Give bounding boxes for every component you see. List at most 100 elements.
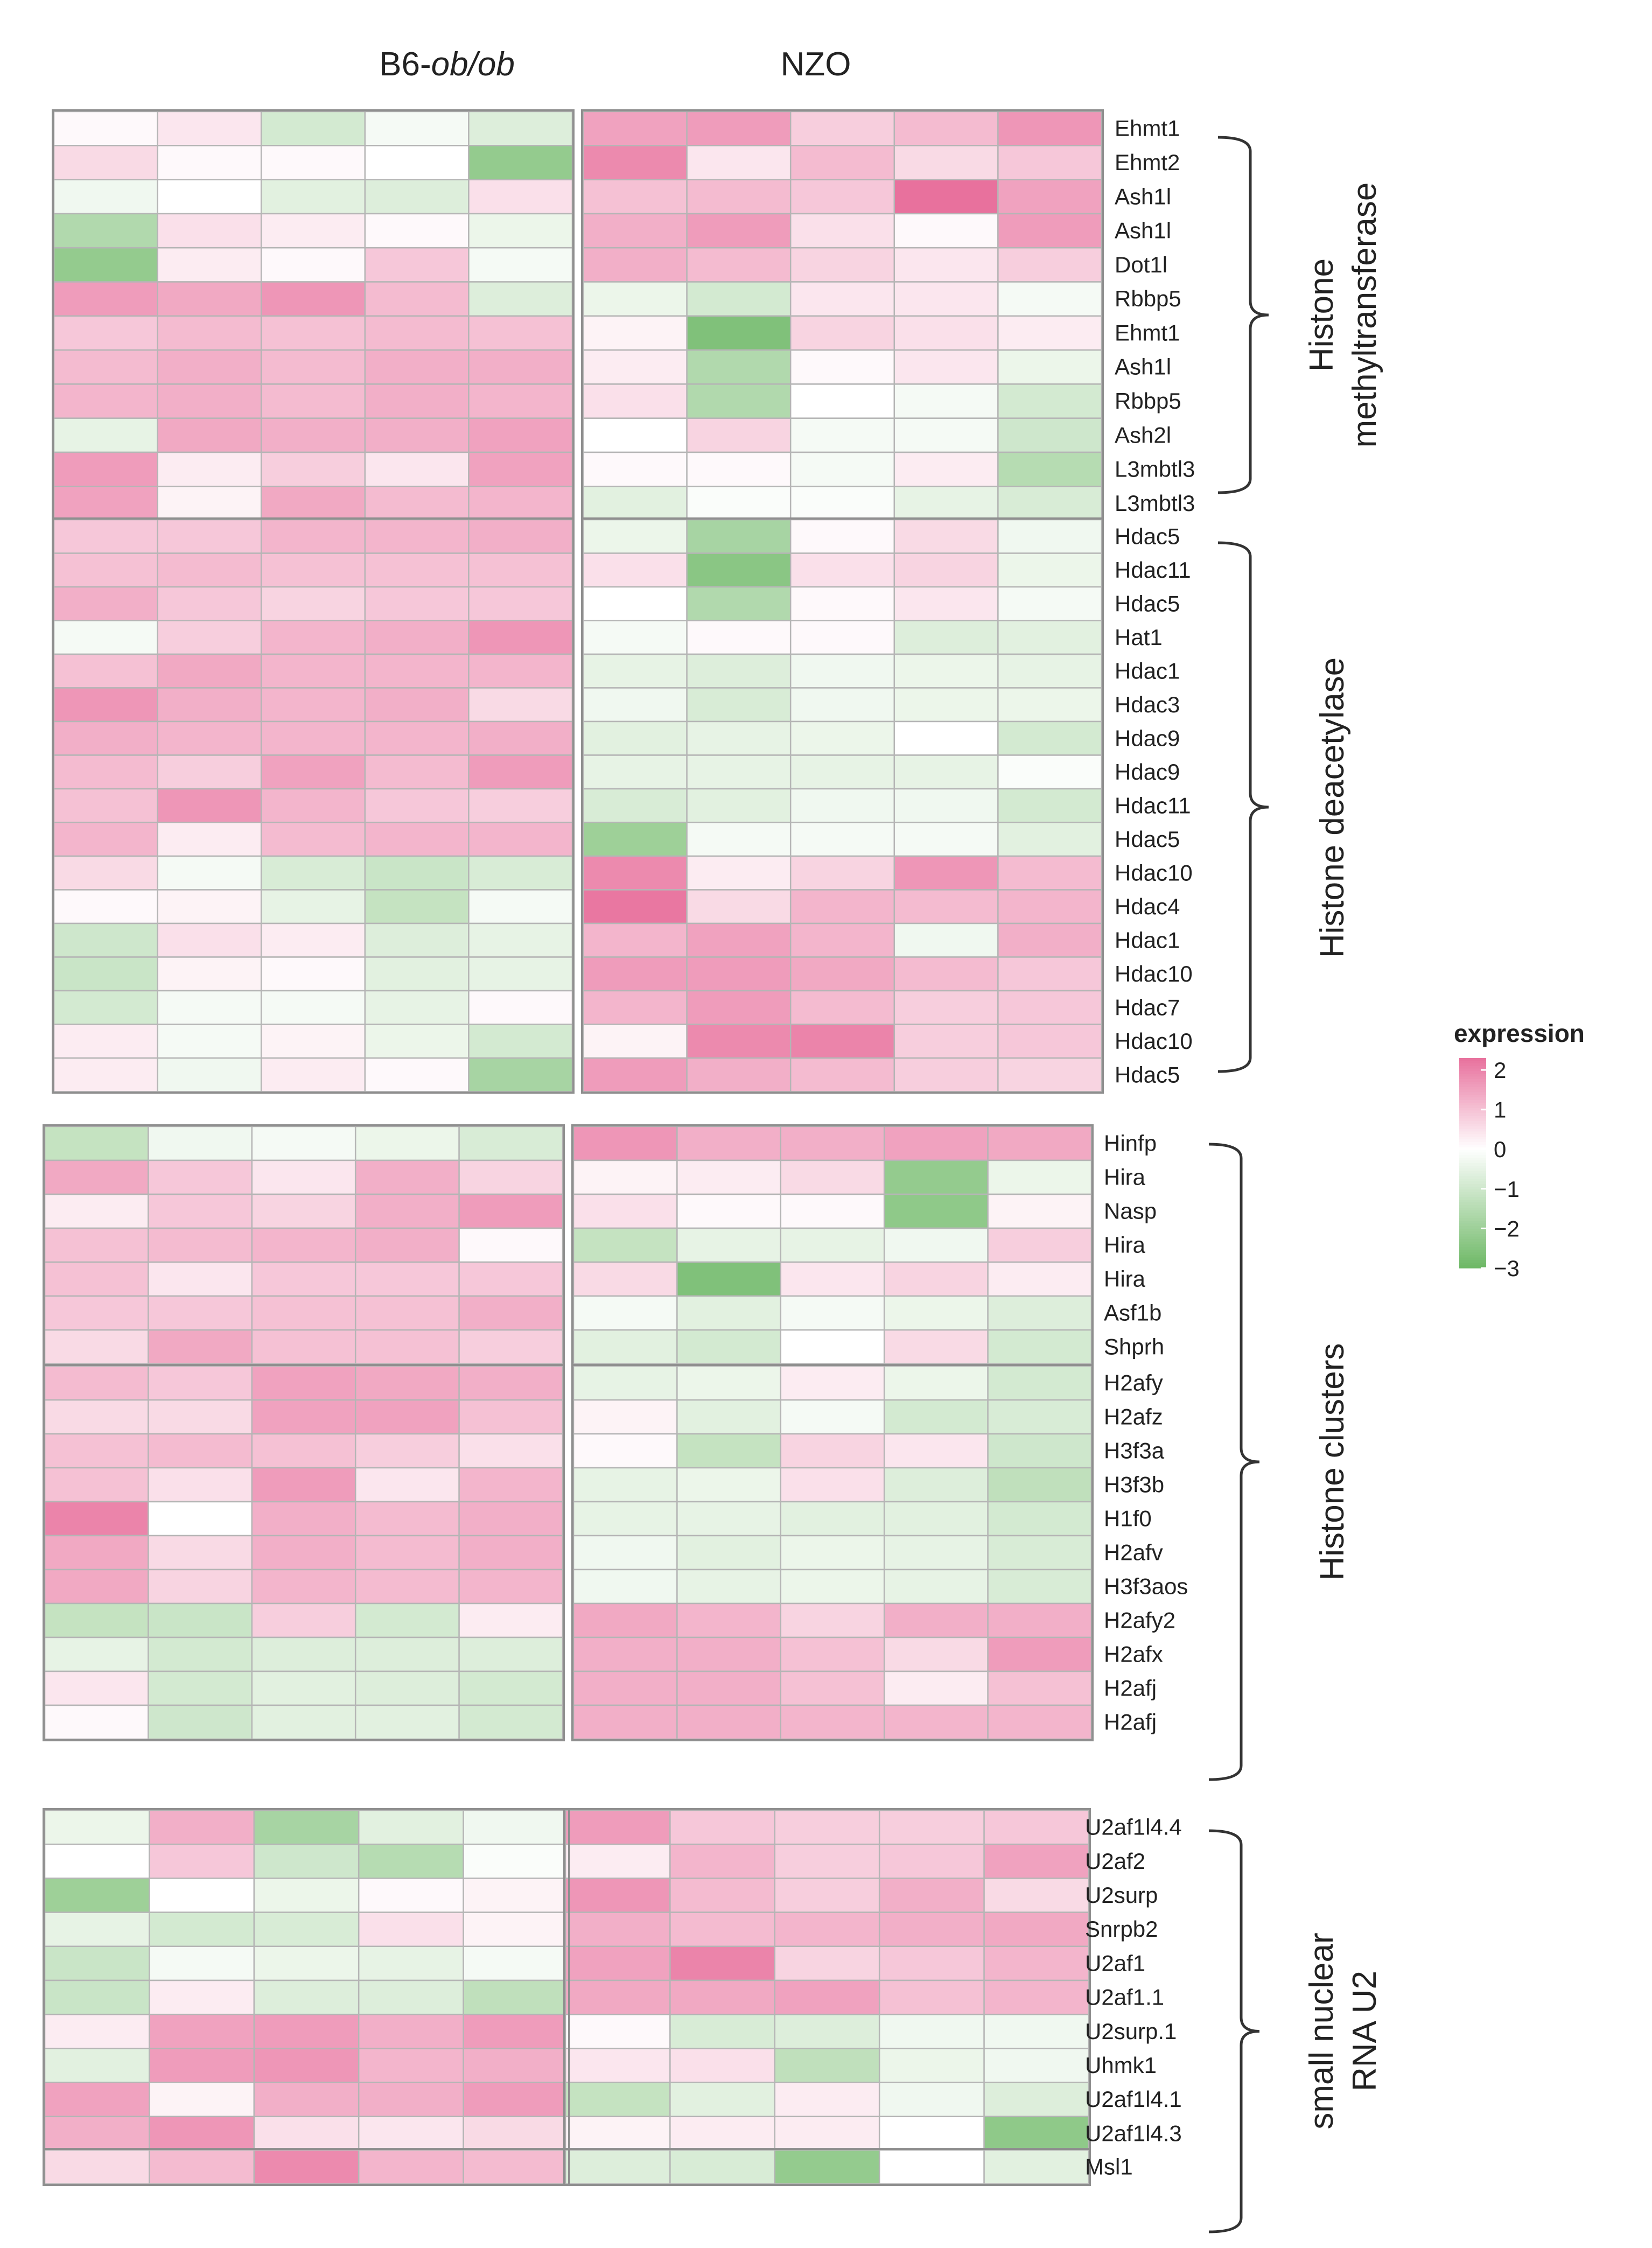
gene-label: H2afx — [1104, 1642, 1163, 1667]
heatmap-cell — [686, 754, 792, 790]
legend-color-step — [1459, 1063, 1486, 1067]
heatmap-cell — [686, 179, 792, 215]
heatmap-cell — [44, 1535, 149, 1571]
heatmap-cell — [260, 990, 366, 1025]
gene-label: U2af1l4.3 — [1085, 2120, 1182, 2146]
gene-label: U2af1 — [1085, 1950, 1145, 1976]
brace-histone-deacetylase — [1217, 541, 1269, 1073]
gene-label: U2surp — [1085, 1882, 1158, 1908]
panel-outline-nzo — [581, 517, 1104, 1094]
gene-label: Hdac5 — [1115, 827, 1180, 852]
heatmap-cell — [44, 1945, 150, 1981]
heatmap-cell — [878, 1878, 985, 1913]
heatmap-cell — [669, 2082, 776, 2118]
heatmap-cell — [893, 922, 999, 958]
legend-color-step — [1459, 1247, 1486, 1250]
heatmap-cell — [53, 519, 158, 554]
heatmap-cell — [789, 383, 895, 419]
group-label-small-nuclear-rna-u2: small nuclear RNA U2 — [1303, 1932, 1383, 2129]
gene-label: U2af1.1 — [1085, 1985, 1164, 2010]
heatmap-cell — [358, 2116, 464, 2152]
legend-color-step — [1459, 1173, 1486, 1176]
heatmap-cell — [572, 1467, 678, 1503]
legend-color-step — [1459, 1236, 1486, 1239]
heatmap-cell — [53, 1057, 158, 1093]
heatmap-cell — [676, 1535, 782, 1571]
legend-color-step — [1459, 1123, 1486, 1127]
heatmap-cell — [676, 1193, 782, 1229]
heatmap-cell — [686, 620, 792, 655]
heatmap-cell — [44, 1670, 149, 1706]
heatmap-cell — [157, 349, 262, 385]
heatmap-cell — [468, 822, 573, 857]
heatmap-cell — [878, 2048, 985, 2083]
heatmap-cell — [780, 1636, 885, 1672]
heatmap-cell — [893, 956, 999, 992]
heatmap-cell — [686, 1057, 792, 1093]
heatmap-cell — [893, 179, 999, 215]
heatmap-cell — [260, 889, 366, 925]
heatmap-cell — [582, 486, 688, 521]
heatmap-cell — [997, 687, 1103, 723]
heatmap-cell — [893, 110, 999, 146]
heatmap-cell — [572, 1636, 678, 1672]
heatmap-cell — [987, 1602, 1093, 1638]
heatmap-cell — [572, 1602, 678, 1638]
heatmap-cell — [44, 1261, 149, 1297]
heatmap-cell — [148, 1535, 253, 1571]
column-header-nzo: NZO — [781, 46, 851, 83]
panel-outline-nzo — [571, 1364, 1094, 1741]
gene-label: H3f3aos — [1104, 1574, 1188, 1599]
heatmap-cell — [686, 349, 792, 385]
heatmap-cell — [780, 1193, 885, 1229]
heatmap-cell — [468, 586, 573, 621]
heatmap-cell — [997, 383, 1103, 419]
legend-color-step — [1459, 1152, 1486, 1155]
legend-color-step — [1459, 1081, 1486, 1085]
heatmap-cell — [260, 1057, 366, 1093]
heatmap-cell — [582, 315, 688, 351]
heatmap-cell — [789, 451, 895, 487]
gene-label: Ehmt1 — [1115, 320, 1180, 345]
heatmap-cell — [789, 417, 895, 453]
heatmap-cell — [53, 788, 158, 823]
heatmap-cell — [157, 315, 262, 351]
heatmap-cell — [260, 451, 366, 487]
legend-color-step — [1459, 1084, 1486, 1088]
heatmap-cell — [253, 1979, 360, 2015]
heatmap-cell — [44, 1433, 149, 1469]
heatmap-cell — [893, 754, 999, 790]
heatmap-cell — [468, 1057, 573, 1093]
heatmap-cell — [564, 2116, 671, 2152]
gene-label: U2surp.1 — [1085, 2019, 1177, 2044]
heatmap-cell — [260, 417, 366, 453]
legend-color-step — [1459, 1234, 1486, 1237]
gene-label: Ash1l — [1115, 354, 1171, 380]
gene-label: Ash2l — [1115, 422, 1171, 447]
heatmap-cell — [572, 1501, 678, 1537]
heatmap-cell — [893, 788, 999, 823]
heatmap-cell — [364, 653, 470, 689]
heatmap-cell — [148, 1159, 253, 1195]
heatmap-cell — [157, 687, 262, 723]
heatmap-cell — [149, 1878, 255, 1913]
heatmap-cell — [774, 2013, 880, 2049]
heatmap-cell — [983, 1945, 1090, 1981]
heatmap-cell — [676, 1568, 782, 1605]
heatmap-cell — [253, 1809, 360, 1845]
heatmap-cell — [251, 1329, 356, 1365]
heatmap-cell — [564, 2013, 671, 2049]
heatmap-cell — [789, 788, 895, 823]
heatmap-cell — [883, 1125, 989, 1161]
legend-color-step — [1459, 1228, 1486, 1232]
heatmap-cell — [157, 451, 262, 487]
heatmap-cell — [251, 1433, 356, 1469]
heatmap-cell — [253, 1945, 360, 1981]
heatmap-cell — [883, 1467, 989, 1503]
gene-label: Hdac10 — [1115, 860, 1193, 885]
legend-color-step — [1459, 1223, 1486, 1227]
heatmap-cell — [253, 2048, 360, 2083]
heatmap-cell — [774, 2082, 880, 2118]
heatmap-cell — [997, 213, 1103, 249]
heatmap-cell — [364, 990, 470, 1025]
